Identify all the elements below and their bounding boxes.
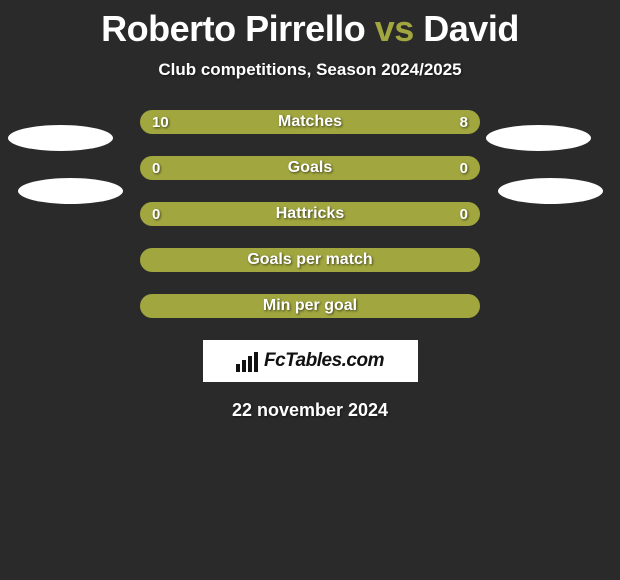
stat-right-value: [456, 294, 480, 318]
stat-row-min-per-goal: Min per goal: [140, 294, 480, 318]
stat-row-goals-per-match: Goals per match: [140, 248, 480, 272]
date-text: 22 november 2024: [0, 400, 620, 421]
stat-label: Min per goal: [140, 294, 480, 318]
stat-left-value: [140, 248, 164, 272]
stat-label: Matches: [140, 110, 480, 134]
stat-row-hattricks: 0 Hattricks 0: [140, 202, 480, 226]
stat-right-value: [456, 248, 480, 272]
player1-name: Roberto Pirrello: [101, 8, 365, 49]
stat-left-value: 0: [140, 202, 172, 226]
stat-left-value: 10: [140, 110, 181, 134]
stat-label: Goals: [140, 156, 480, 180]
footer-logo: FcTables.com: [203, 340, 418, 382]
decorative-ellipse: [486, 125, 591, 151]
stat-left-value: [140, 294, 164, 318]
stat-row-goals: 0 Goals 0: [140, 156, 480, 180]
subtitle: Club competitions, Season 2024/2025: [0, 60, 620, 80]
stat-row-matches: 10 Matches 8: [140, 110, 480, 134]
player2-name: David: [423, 8, 519, 49]
stat-left-value: 0: [140, 156, 172, 180]
decorative-ellipse: [498, 178, 603, 204]
vs-text: vs: [375, 8, 414, 49]
stat-label: Goals per match: [140, 248, 480, 272]
stat-right-value: 0: [448, 156, 480, 180]
logo-text: FcTables.com: [264, 350, 384, 372]
comparison-title: Roberto Pirrello vs David: [0, 0, 620, 50]
stat-right-value: 0: [448, 202, 480, 226]
stat-label: Hattricks: [140, 202, 480, 226]
decorative-ellipse: [8, 125, 113, 151]
stat-right-value: 8: [448, 110, 480, 134]
decorative-ellipse: [18, 178, 123, 204]
bars-chart-icon: [236, 350, 258, 372]
stats-bars: 10 Matches 8 0 Goals 0 0 Hattricks 0 Goa…: [140, 110, 480, 318]
